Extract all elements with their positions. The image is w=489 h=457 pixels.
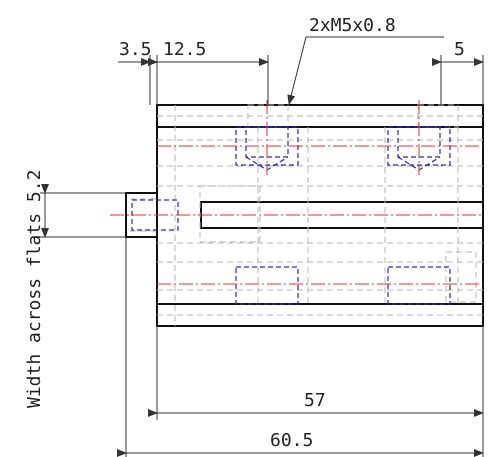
width-across-flats-label: Width across flats 5.2 xyxy=(24,170,45,408)
dim-5: 5 xyxy=(432,39,484,66)
dim-width-across-flats: Width across flats 5.2 xyxy=(24,170,49,408)
thread-callout-label: 2xM5x0.8 xyxy=(309,15,396,36)
center-lines xyxy=(110,100,483,285)
dim-57: 57 xyxy=(148,390,484,417)
dim-57-label: 57 xyxy=(304,390,326,411)
dim-5-label: 5 xyxy=(454,39,465,60)
hidden-lines xyxy=(130,104,483,326)
dim-60-5: 60.5 xyxy=(117,430,484,457)
thread-callout: 2xM5x0.8 xyxy=(287,15,444,105)
dim-3-5: 3.5 xyxy=(118,39,152,66)
dim-12-5-label: 12.5 xyxy=(163,39,206,60)
dim-3-5-label: 3.5 xyxy=(119,39,152,60)
dim-12-5: 12.5 xyxy=(148,39,269,66)
dim-60-5-label: 60.5 xyxy=(270,430,313,451)
extension-lines xyxy=(40,55,484,457)
